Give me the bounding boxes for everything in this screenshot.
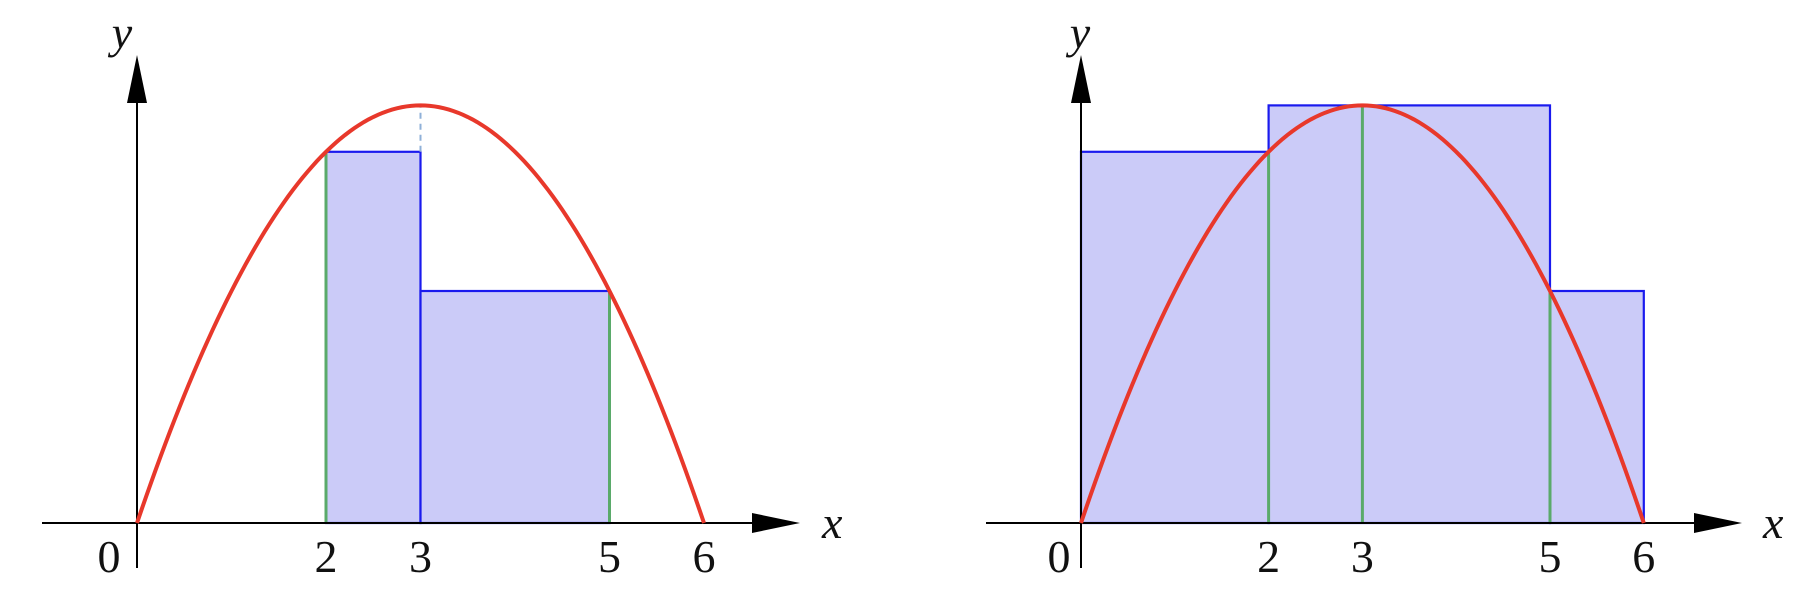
x-axis-arrow-icon xyxy=(752,513,800,533)
x-axis-label: x xyxy=(1762,497,1784,548)
riemann-rect-2 xyxy=(1267,104,1552,525)
riemann-rect-1 xyxy=(324,150,422,525)
tick-label-3: 3 xyxy=(409,531,432,582)
left-panel: 0 2 3 5 6 x y xyxy=(42,7,843,582)
tick-label-5: 5 xyxy=(1539,531,1562,582)
tick-label-2: 2 xyxy=(1257,531,1280,582)
tick-label-0: 0 xyxy=(98,531,121,582)
tick-label-0: 0 xyxy=(1048,531,1071,582)
tick-label-6: 6 xyxy=(1632,531,1655,582)
parabola-curve xyxy=(135,103,706,524)
riemann-rect-1 xyxy=(1079,150,1270,525)
tick-label-5: 5 xyxy=(598,531,621,582)
y-axis-arrow-icon xyxy=(127,55,147,103)
x-axis-arrow-icon xyxy=(1694,513,1742,533)
tick-label-2: 2 xyxy=(315,531,338,582)
y-axis-label: y xyxy=(108,7,133,58)
parabola-curve xyxy=(1079,103,1646,524)
tick-label-3: 3 xyxy=(1351,531,1374,582)
x-axis-label: x xyxy=(821,497,843,548)
right-panel: 0 2 3 5 6 x y xyxy=(986,7,1784,582)
tick-label-6: 6 xyxy=(693,531,716,582)
riemann-rect-2 xyxy=(419,289,611,525)
y-axis-arrow-icon xyxy=(1071,55,1091,103)
y-axis-label: y xyxy=(1066,7,1091,58)
riemann-rect-3 xyxy=(1548,289,1645,525)
